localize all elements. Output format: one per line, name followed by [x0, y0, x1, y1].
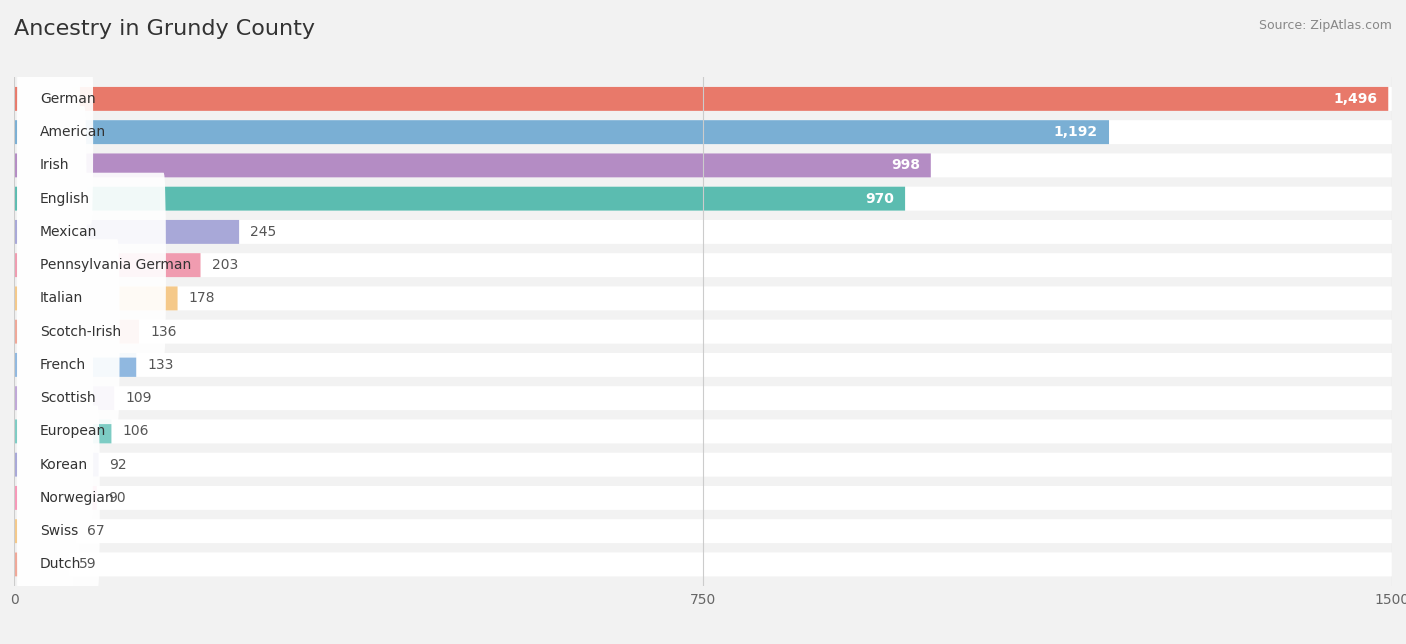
FancyBboxPatch shape — [14, 519, 76, 543]
FancyBboxPatch shape — [17, 40, 93, 225]
FancyBboxPatch shape — [14, 153, 931, 177]
FancyBboxPatch shape — [14, 453, 98, 477]
FancyBboxPatch shape — [14, 220, 1392, 244]
Text: 67: 67 — [87, 524, 104, 538]
FancyBboxPatch shape — [14, 187, 905, 211]
Text: 90: 90 — [108, 491, 125, 505]
FancyBboxPatch shape — [14, 386, 1392, 410]
FancyBboxPatch shape — [17, 106, 87, 291]
Text: Dutch: Dutch — [39, 558, 82, 571]
FancyBboxPatch shape — [14, 553, 69, 576]
FancyBboxPatch shape — [14, 253, 1392, 277]
FancyBboxPatch shape — [14, 120, 1392, 144]
FancyBboxPatch shape — [17, 339, 93, 524]
FancyBboxPatch shape — [14, 353, 1392, 377]
FancyBboxPatch shape — [14, 87, 1388, 111]
Text: Irish: Irish — [39, 158, 69, 173]
Text: American: American — [39, 125, 105, 139]
FancyBboxPatch shape — [14, 519, 1392, 543]
FancyBboxPatch shape — [17, 173, 166, 357]
FancyBboxPatch shape — [17, 439, 73, 623]
Text: Swiss: Swiss — [39, 524, 77, 538]
FancyBboxPatch shape — [14, 319, 1392, 344]
FancyBboxPatch shape — [14, 287, 177, 310]
FancyBboxPatch shape — [14, 486, 97, 510]
Text: 59: 59 — [79, 558, 97, 571]
FancyBboxPatch shape — [17, 472, 73, 644]
Text: English: English — [39, 192, 90, 205]
FancyBboxPatch shape — [14, 553, 1392, 576]
Text: Korean: Korean — [39, 458, 89, 471]
FancyBboxPatch shape — [14, 486, 1392, 510]
FancyBboxPatch shape — [17, 239, 120, 424]
FancyBboxPatch shape — [14, 453, 1392, 477]
FancyBboxPatch shape — [14, 253, 201, 277]
Text: German: German — [39, 92, 96, 106]
Text: 133: 133 — [148, 358, 173, 372]
FancyBboxPatch shape — [17, 73, 73, 258]
Text: French: French — [39, 358, 86, 372]
FancyBboxPatch shape — [17, 306, 93, 491]
FancyBboxPatch shape — [14, 386, 114, 410]
FancyBboxPatch shape — [17, 372, 80, 557]
FancyBboxPatch shape — [17, 406, 100, 591]
Text: 998: 998 — [891, 158, 920, 173]
FancyBboxPatch shape — [14, 353, 136, 377]
Text: 203: 203 — [211, 258, 238, 272]
FancyBboxPatch shape — [14, 287, 1392, 310]
Text: Scotch-Irish: Scotch-Irish — [39, 325, 121, 339]
FancyBboxPatch shape — [17, 6, 80, 191]
Text: 92: 92 — [110, 458, 127, 471]
Text: 178: 178 — [188, 291, 215, 305]
Text: 1,496: 1,496 — [1333, 92, 1378, 106]
Text: Ancestry in Grundy County: Ancestry in Grundy County — [14, 19, 315, 39]
FancyBboxPatch shape — [14, 419, 1392, 443]
Text: 1,192: 1,192 — [1054, 125, 1098, 139]
FancyBboxPatch shape — [14, 187, 1392, 211]
Text: Pennsylvania German: Pennsylvania German — [39, 258, 191, 272]
FancyBboxPatch shape — [14, 87, 1392, 111]
FancyBboxPatch shape — [17, 206, 87, 391]
FancyBboxPatch shape — [14, 153, 1392, 177]
FancyBboxPatch shape — [14, 120, 1109, 144]
Text: 970: 970 — [865, 192, 894, 205]
Text: European: European — [39, 424, 105, 439]
Text: Mexican: Mexican — [39, 225, 97, 239]
Text: Scottish: Scottish — [39, 391, 96, 405]
Text: Italian: Italian — [39, 291, 83, 305]
FancyBboxPatch shape — [17, 272, 80, 457]
Text: 136: 136 — [150, 325, 177, 339]
FancyBboxPatch shape — [14, 419, 111, 443]
Text: Source: ZipAtlas.com: Source: ZipAtlas.com — [1258, 19, 1392, 32]
Text: Norwegian: Norwegian — [39, 491, 114, 505]
Text: 106: 106 — [122, 424, 149, 439]
Text: 245: 245 — [250, 225, 277, 239]
Text: 109: 109 — [125, 391, 152, 405]
FancyBboxPatch shape — [14, 220, 239, 244]
FancyBboxPatch shape — [17, 140, 87, 325]
FancyBboxPatch shape — [14, 319, 139, 344]
